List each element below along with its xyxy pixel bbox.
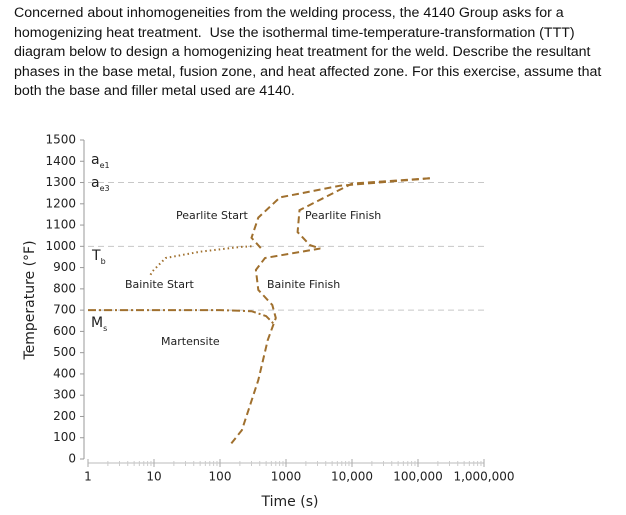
y-tick-label: 1100 bbox=[45, 218, 76, 232]
y-tick-label: 100 bbox=[53, 430, 76, 444]
annotation-text: Martensite bbox=[161, 335, 220, 348]
y-tick-label: 200 bbox=[53, 409, 76, 423]
x-tick-label: 1,000,000 bbox=[453, 470, 514, 484]
y-tick-label: 800 bbox=[53, 281, 76, 295]
annotation: Bainite Finish bbox=[267, 278, 340, 291]
annotation-text: a bbox=[91, 152, 100, 168]
y-tick-label: 1500 bbox=[45, 133, 76, 147]
y-tick-label: 1200 bbox=[45, 196, 76, 210]
y-axis-title: Temperature (°F) bbox=[22, 240, 38, 360]
annotation: Bainite Start bbox=[125, 278, 195, 291]
annotation-text: a bbox=[91, 175, 100, 191]
annotation: Pearlite Finish bbox=[305, 209, 381, 222]
x-tick-label: 1 bbox=[84, 470, 92, 484]
annotation-subscript: e1 bbox=[100, 161, 110, 170]
y-tick-label: 1000 bbox=[45, 239, 76, 253]
curve bbox=[88, 309, 276, 326]
question-line: homogenizing heat treatment. Use the iso… bbox=[14, 24, 575, 41]
curve bbox=[229, 177, 430, 446]
y-tick-label: 300 bbox=[53, 388, 76, 402]
annotation-text: T bbox=[91, 248, 101, 264]
annotation-text: Bainite Finish bbox=[267, 278, 340, 291]
curve bbox=[250, 177, 430, 251]
annotation-text: Pearlite Finish bbox=[305, 209, 381, 222]
annotation: Martensite bbox=[161, 335, 220, 348]
x-tick-label: 10,000 bbox=[331, 470, 373, 484]
question-line: phases in the base metal, fusion zone, a… bbox=[14, 63, 602, 80]
question-line: diagram below to design a homogenizing h… bbox=[14, 44, 591, 60]
annotation-subscript: b bbox=[101, 257, 106, 266]
question-text: Concerned about inhomogeneities from the… bbox=[14, 4, 624, 102]
annotation: ae1 bbox=[91, 152, 110, 170]
annotation-text: Pearlite Start bbox=[176, 209, 249, 222]
x-tick-label: 100,000 bbox=[393, 470, 443, 484]
annotation: Pearlite Start bbox=[176, 209, 249, 222]
x-tick-label: 10 bbox=[146, 470, 161, 484]
y-tick-label: 600 bbox=[53, 324, 76, 338]
annotation-subscript: s bbox=[103, 324, 107, 333]
annotation: Tb bbox=[91, 248, 106, 266]
x-tick-label: 100 bbox=[209, 470, 232, 484]
y-tick-label: 400 bbox=[53, 366, 76, 380]
curve bbox=[149, 245, 252, 277]
y-tick-label: 900 bbox=[53, 260, 76, 274]
annotation-subscript: e3 bbox=[100, 184, 110, 193]
y-tick-label: 500 bbox=[53, 345, 76, 359]
annotation: Ms bbox=[91, 315, 107, 333]
y-tick-label: 0 bbox=[68, 452, 76, 466]
annotation-text: M bbox=[91, 315, 103, 331]
x-tick-label: 1000 bbox=[271, 470, 302, 484]
question-line: Concerned about inhomogeneities from the… bbox=[14, 5, 564, 21]
question-line: both the base and filler metal used are … bbox=[14, 83, 295, 99]
y-tick-label: 1400 bbox=[45, 154, 76, 168]
annotation: ae3 bbox=[91, 175, 110, 193]
y-tick-label: 1300 bbox=[45, 175, 76, 189]
x-axis-title: Time (s) bbox=[261, 494, 319, 510]
y-tick-label: 700 bbox=[53, 303, 76, 317]
annotation-text: Bainite Start bbox=[125, 278, 195, 291]
